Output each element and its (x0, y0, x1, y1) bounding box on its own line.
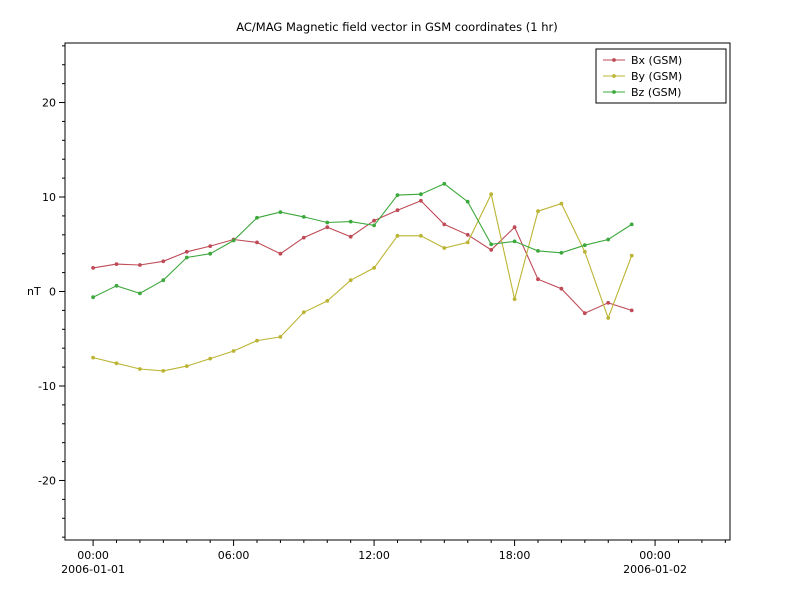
series-marker-by-gsm (559, 201, 564, 206)
series-marker-bz-gsm (184, 255, 189, 260)
y-tick-label: 10 (42, 191, 56, 204)
series-line-bz-gsm (92, 183, 632, 298)
legend-label-bx-gsm: Bx (GSM) (631, 54, 682, 67)
series-marker-bx-gsm (114, 262, 119, 266)
series-marker-bx-gsm (325, 225, 330, 230)
series-marker-by-gsm (629, 253, 634, 258)
series-marker-by-gsm (395, 233, 400, 238)
series-marker-bx-gsm (91, 266, 95, 270)
series-marker-by-gsm (184, 364, 189, 368)
series-marker-by-gsm (582, 249, 587, 254)
series-marker-by-gsm (325, 299, 330, 303)
series-marker-bz-gsm (465, 199, 470, 204)
y-axis-label: nT (27, 285, 41, 298)
series-marker-bx-gsm (278, 251, 283, 256)
x-tick-label: 00:00 (639, 549, 671, 562)
series-marker-bx-gsm (372, 218, 376, 223)
series-marker-bz-gsm (372, 223, 376, 228)
series-marker-bx-gsm (161, 259, 166, 264)
series-marker-bx-gsm (629, 308, 634, 313)
series-line-bx-gsm (93, 200, 632, 314)
series-marker-bz-gsm (348, 219, 353, 224)
series-marker-bz-gsm (559, 250, 564, 255)
series-marker-by-gsm (512, 297, 517, 301)
plot-border (64, 42, 731, 541)
series-marker-bz-gsm (231, 238, 236, 243)
series-marker-bz-gsm (278, 210, 283, 215)
x-tick-date-label: 2006-01-02 (623, 563, 687, 576)
series-marker-by-gsm (419, 233, 423, 238)
series-marker-bz-gsm (512, 239, 517, 244)
series-marker-by-gsm (231, 349, 236, 353)
series-marker-bz-gsm (114, 283, 119, 288)
series-marker-by-gsm (465, 240, 470, 245)
series-marker-bx-gsm (489, 248, 494, 252)
series-marker-by-gsm (138, 367, 142, 371)
series-marker-bz-gsm (442, 181, 447, 186)
y-tick-label: 0 (49, 286, 56, 299)
series-marker-bz-gsm (536, 249, 540, 253)
series-marker-by-gsm (606, 316, 611, 320)
x-tick-label: 00:00 (77, 549, 109, 562)
y-tick-label: -20 (38, 474, 56, 487)
series-marker-by-gsm (348, 278, 353, 283)
x-tick-label: 12:00 (358, 549, 390, 562)
series-marker-bz-gsm (629, 222, 634, 227)
x-tick-label: 18:00 (499, 549, 531, 562)
series-marker-by-gsm (301, 310, 306, 315)
series-marker-bx-gsm (395, 208, 400, 213)
x-tick-label: 06:00 (218, 549, 250, 562)
x-tick-date-label: 2006-01-01 (61, 563, 125, 576)
series-marker-bx-gsm (255, 240, 259, 245)
series-marker-bz-gsm (582, 243, 587, 248)
series-marker-by-gsm (489, 192, 494, 197)
series-marker-bz-gsm (325, 220, 330, 225)
series-marker-bx-gsm (348, 234, 353, 239)
series-marker-bx-gsm (208, 244, 213, 249)
series-marker-bx-gsm (138, 263, 142, 267)
y-tick-label: 20 (42, 97, 56, 110)
series-marker-bz-gsm (489, 242, 494, 247)
chart-title: AC/MAG Magnetic field vector in GSM coor… (236, 20, 558, 34)
series-marker-by-gsm (114, 361, 119, 366)
series-marker-bx-gsm (559, 286, 564, 291)
series-line-by-gsm (92, 192, 633, 372)
series-marker-bx-gsm (606, 300, 611, 305)
series-marker-bx-gsm (419, 198, 423, 203)
legend-label-by-gsm: By (GSM) (631, 70, 682, 83)
series-marker-bz-gsm (91, 295, 95, 300)
series-marker-bz-gsm (606, 237, 611, 242)
series-marker-bz-gsm (255, 215, 259, 220)
series-marker-bz-gsm (138, 291, 142, 296)
series-marker-by-gsm (536, 209, 540, 214)
legend-marker-bx-gsm (612, 58, 616, 62)
series-marker-by-gsm (372, 266, 376, 270)
series-marker-bx-gsm (465, 232, 470, 237)
series-marker-bx-gsm (536, 277, 540, 282)
series-marker-bz-gsm (419, 192, 423, 197)
series-marker-bx-gsm (301, 235, 306, 240)
series-marker-bz-gsm (395, 193, 400, 198)
legend-label-bz-gsm: Bz (GSM) (631, 86, 681, 99)
series-marker-by-gsm (278, 335, 283, 339)
series-marker-bx-gsm (512, 225, 517, 230)
series-marker-by-gsm (91, 355, 95, 360)
series-marker-by-gsm (208, 356, 213, 361)
legend-marker-by-gsm (612, 74, 616, 78)
series-marker-bx-gsm (582, 311, 587, 316)
series-marker-bx-gsm (184, 249, 189, 254)
legend-marker-bz-gsm (612, 90, 616, 94)
series-marker-by-gsm (161, 369, 166, 373)
series-marker-by-gsm (442, 246, 447, 250)
y-tick-label: -10 (38, 380, 56, 393)
series-marker-bz-gsm (208, 251, 213, 256)
series-marker-bz-gsm (301, 215, 306, 219)
series-marker-by-gsm (255, 338, 259, 343)
series-marker-bz-gsm (161, 278, 166, 283)
series-marker-bx-gsm (442, 222, 447, 227)
